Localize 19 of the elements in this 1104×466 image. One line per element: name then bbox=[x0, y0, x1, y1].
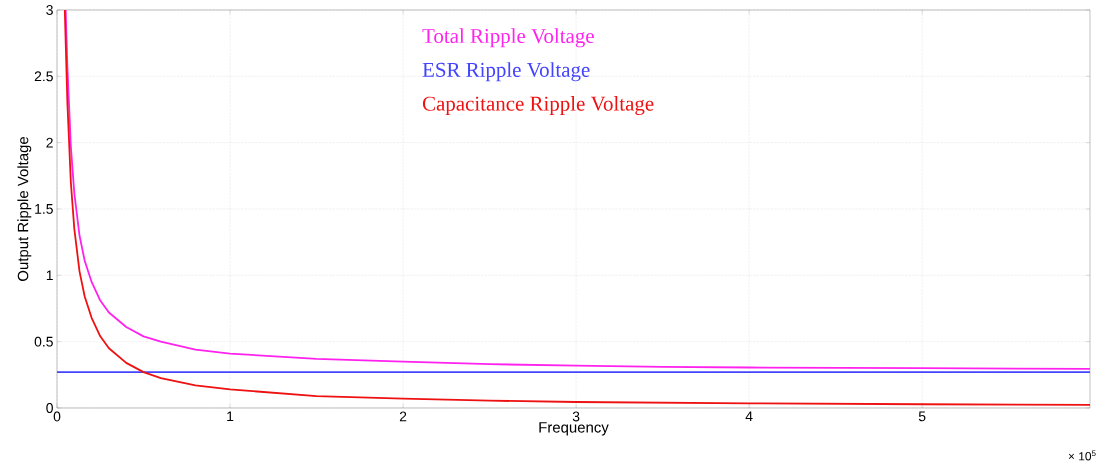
y-axis-title: Output Ripple Voltage bbox=[17, 136, 32, 281]
x-tick-label: 3 bbox=[572, 411, 580, 422]
x-tick-label: 2 bbox=[399, 411, 407, 422]
y-tick-label: 1.5 bbox=[35, 204, 53, 214]
text: Capacitance Ripple Voltage bbox=[422, 95, 654, 116]
y-tick-label: 0 bbox=[46, 403, 53, 413]
x-axis-title: Frequency bbox=[539, 422, 609, 436]
text: ESR Ripple Voltage bbox=[422, 62, 590, 82]
y-tick-label: 3 bbox=[46, 5, 53, 15]
y-tick-label: 2 bbox=[46, 137, 53, 148]
x-tick-label: 1 bbox=[227, 411, 234, 422]
text: Total Ripple Voltage bbox=[422, 28, 594, 48]
y-tick-label: 2.5 bbox=[34, 71, 53, 82]
x-tick-label: 5 bbox=[918, 411, 926, 422]
y-tick-label: 0.5 bbox=[34, 336, 53, 347]
y-tick-label: 1 bbox=[46, 270, 53, 281]
text: × 10$^{5}$ bbox=[1068, 450, 1096, 461]
x-tick-label: 4 bbox=[745, 411, 753, 422]
x-tick-label: 0 bbox=[53, 411, 61, 422]
